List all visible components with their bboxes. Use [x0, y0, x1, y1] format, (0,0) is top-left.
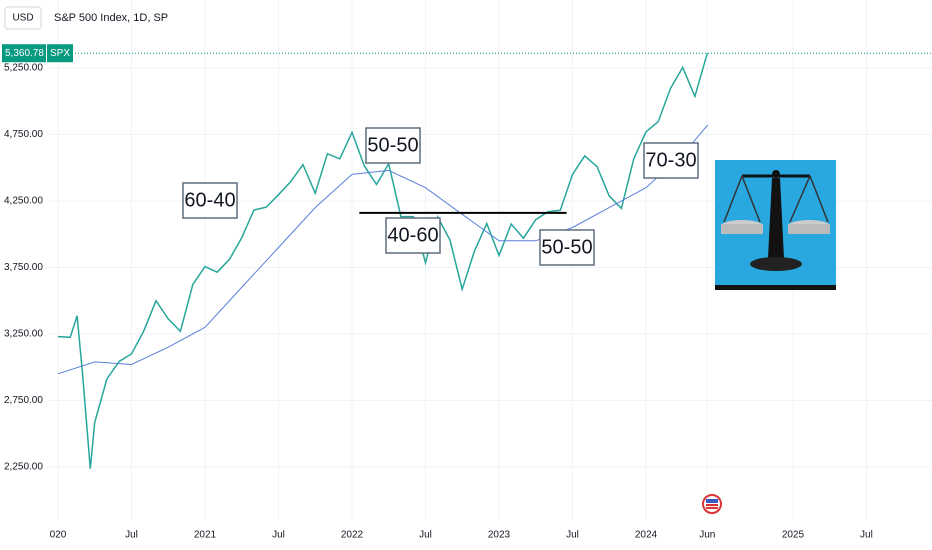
y-tick-label: 5,250.00 — [4, 63, 43, 74]
annotation-box — [365, 127, 421, 164]
scale-image — [715, 160, 836, 290]
last-price-box — [2, 44, 46, 63]
annotation-box — [385, 217, 441, 254]
y-tick-label: 4,750.00 — [4, 129, 43, 140]
x-tick-label: 2022 — [341, 530, 364, 541]
last-price-label: 5,360.78 — [5, 48, 44, 59]
price-axis — [0, 0, 48, 520]
y-tick-label: 2,250.00 — [4, 462, 43, 473]
y-tick-label: 3,750.00 — [4, 262, 43, 273]
x-tick-label: 2021 — [194, 530, 217, 541]
x-tick-label: Jul — [125, 530, 138, 541]
x-tick-label: Jun — [699, 530, 715, 541]
price-line — [57, 124, 709, 375]
annotation: 50-50 — [541, 236, 592, 258]
plot — [48, 52, 932, 469]
x-tick-label: Jul — [272, 530, 285, 541]
chart-title: S&P 500 Index, 1D, SP — [54, 12, 168, 24]
x-tick-label: 2023 — [488, 530, 511, 541]
y-tick-label: 3,250.00 — [4, 329, 43, 340]
annotation-box — [643, 142, 699, 179]
annotation-box — [182, 182, 238, 219]
currency-box[interactable] — [4, 6, 42, 30]
x-tick-label: Jul — [419, 530, 432, 541]
annotation: 60-40 — [184, 189, 235, 211]
symbol-box — [47, 44, 73, 63]
x-tick-label: 2024 — [635, 530, 658, 541]
y-tick-label: 4,250.00 — [4, 196, 43, 207]
symbol-label: SPX — [50, 48, 70, 59]
price-line — [57, 52, 709, 469]
y-tick-label: 2,750.00 — [4, 395, 43, 406]
annotation-box — [539, 229, 595, 266]
header: USD S&P 500 Index, 1D, SP — [4, 6, 168, 30]
x-tick-label: Jul — [566, 530, 579, 541]
logo — [702, 494, 722, 514]
x-tick-label: 020 — [50, 530, 67, 541]
x-tick-label: Jul — [860, 530, 873, 541]
annotations: 60-40 50-50 40-60 50-50 70-30 — [182, 127, 699, 266]
axes: 2,250.00 2,750.00 3,250.00 3,750.00 4,250.00… — [2, 44, 873, 541]
annotation: 70-30 — [645, 149, 696, 171]
currency: USD — [12, 13, 33, 24]
x-tick-label: 2025 — [782, 530, 805, 541]
annotation: 40-60 — [387, 224, 438, 246]
annotation: 50-50 — [367, 134, 418, 156]
